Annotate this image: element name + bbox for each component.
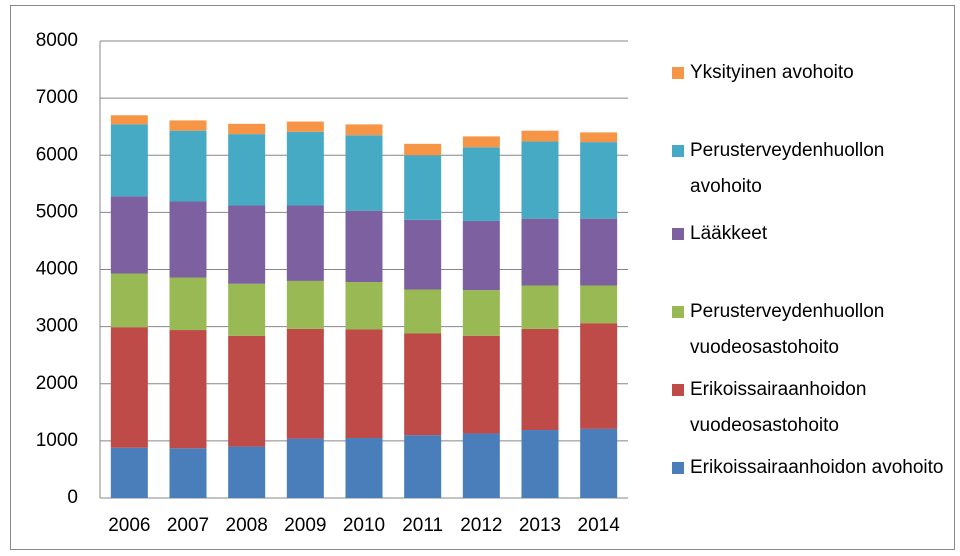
bar-segment xyxy=(110,273,148,328)
bar-segment xyxy=(404,289,442,334)
bar-segment xyxy=(286,205,324,281)
bar-segment xyxy=(110,447,148,498)
bar-segment xyxy=(462,335,500,434)
bar-segment xyxy=(345,329,383,439)
bar-segment xyxy=(521,141,559,219)
bar-segment xyxy=(580,428,618,498)
bar-segment xyxy=(169,277,207,331)
bar-segment xyxy=(110,124,148,197)
bar-segment xyxy=(169,448,207,498)
bar-segment xyxy=(345,210,383,283)
bar-segment xyxy=(404,435,442,498)
bar-segment xyxy=(521,218,559,286)
legend-swatch xyxy=(672,228,684,240)
x-tick-label: 2012 xyxy=(460,515,502,536)
bar-segment xyxy=(345,438,383,498)
bar-segment xyxy=(228,205,266,284)
bar-segment xyxy=(521,430,559,498)
x-tick-label: 2011 xyxy=(402,515,443,536)
bar-segment xyxy=(404,219,442,290)
legend-swatch xyxy=(672,384,684,396)
x-tick-label: 2006 xyxy=(108,515,150,536)
legend-label: Erikoissairaanhoidon vuodeosastohoito xyxy=(690,379,867,436)
bar-segment xyxy=(286,438,324,498)
bar-segment xyxy=(580,285,618,324)
bar-segment xyxy=(345,124,383,136)
y-tick-label: 2000 xyxy=(36,373,78,394)
bar-segment xyxy=(228,134,266,206)
bar-segment xyxy=(228,283,266,336)
bar-segment xyxy=(228,335,266,447)
bar-segment xyxy=(169,130,207,202)
bar-segment xyxy=(345,135,383,211)
legend-swatch xyxy=(672,462,684,474)
legend-label: Erikoissairaanhoidon avohoito xyxy=(690,457,944,478)
legend-label: Lääkkeet xyxy=(690,223,768,244)
bar-segment xyxy=(521,328,559,431)
bar-segment xyxy=(404,333,442,436)
legend-label: Perusterveydenhuollon avohoito xyxy=(690,140,885,197)
bar-segment xyxy=(404,143,442,156)
x-tick-label: 2007 xyxy=(167,515,209,536)
bar-segment xyxy=(286,328,324,439)
y-tick-label: 1000 xyxy=(36,430,78,451)
bar-segment xyxy=(110,327,148,448)
legend-label: Perusterveydenhuollon vuodeosastohoito xyxy=(690,301,885,358)
bar-segment xyxy=(462,220,500,291)
y-tick-label: 7000 xyxy=(36,87,78,108)
legend-label: Yksityinen avohoito xyxy=(690,62,854,83)
bar-segment xyxy=(169,120,207,131)
y-tick-label: 0 xyxy=(67,487,78,508)
bar-segment xyxy=(169,201,207,278)
bar-segment xyxy=(228,446,266,498)
bar-segment xyxy=(580,323,618,429)
y-tick-label: 3000 xyxy=(36,316,78,337)
x-tick-label: 2008 xyxy=(226,515,268,536)
bar-segment xyxy=(404,155,442,220)
bar-segment xyxy=(462,433,500,498)
bar-segment xyxy=(462,290,500,336)
y-tick-label: 4000 xyxy=(36,259,78,280)
bar-segment xyxy=(462,136,500,148)
y-tick-label: 6000 xyxy=(36,144,78,165)
bar-segment xyxy=(169,330,207,449)
bar-segment xyxy=(462,147,500,221)
bar-segment xyxy=(286,280,324,329)
bar-segment xyxy=(228,123,266,135)
x-tick-label: 2013 xyxy=(519,515,561,536)
x-tick-label: 2014 xyxy=(578,515,621,536)
x-tick-label: 2009 xyxy=(284,515,326,536)
y-tick-label: 8000 xyxy=(36,30,78,51)
bar-segment xyxy=(580,218,618,286)
legend-swatch xyxy=(672,306,684,318)
bar-segment xyxy=(345,282,383,330)
bar-segment xyxy=(521,285,559,329)
bar-segment xyxy=(286,121,324,132)
bar-segment xyxy=(110,115,148,125)
x-tick-label: 2010 xyxy=(343,515,385,536)
bar-segment xyxy=(580,142,618,219)
legend-swatch xyxy=(672,145,684,157)
chart-border xyxy=(10,5,955,550)
legend-swatch xyxy=(672,67,684,79)
bar-segment xyxy=(580,132,618,143)
bar-segment xyxy=(286,131,324,206)
bar-segment xyxy=(521,130,559,142)
bar-segment xyxy=(110,196,148,274)
y-tick-label: 5000 xyxy=(36,201,78,222)
